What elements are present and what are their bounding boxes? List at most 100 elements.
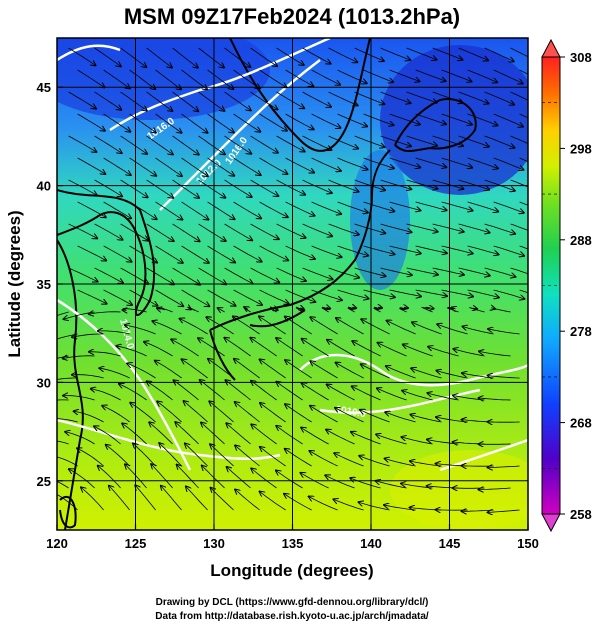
streamline (250, 179, 279, 196)
streamline (63, 356, 95, 359)
streamline (260, 403, 286, 423)
isobar-label: 1010.0 (334, 404, 366, 420)
streamline (155, 245, 183, 263)
streamline (146, 91, 173, 111)
streamline (363, 69, 394, 82)
streamline (146, 47, 172, 68)
streamline (310, 361, 338, 379)
streamline (198, 91, 225, 111)
streamline (493, 245, 524, 256)
streamline (359, 502, 390, 511)
streamline (250, 135, 278, 153)
streamline (467, 201, 499, 212)
streamline (130, 403, 156, 423)
streamline (493, 69, 523, 84)
streamline (380, 179, 412, 189)
streamline (361, 319, 390, 335)
streamline (259, 69, 287, 87)
streamline (402, 391, 433, 401)
streamline (488, 376, 520, 379)
streamline (77, 289, 107, 304)
streamline (57, 492, 78, 511)
streamline (129, 113, 156, 133)
streamline (226, 423, 251, 445)
streamline (479, 351, 511, 357)
y-axis-label: Latitude (degrees) (5, 210, 24, 357)
streamline (458, 47, 489, 60)
streamline (441, 245, 473, 254)
streamline (181, 245, 209, 263)
x-axis-label: Longitude (degrees) (210, 561, 373, 580)
streamline (380, 267, 412, 275)
streamline (373, 307, 383, 313)
streamline (224, 338, 251, 357)
streamline (94, 426, 121, 445)
streamline (361, 364, 390, 379)
streamline (386, 366, 416, 379)
streamline (406, 267, 438, 275)
streamline (406, 47, 437, 60)
colorbar-tick-label: 288 (570, 233, 592, 248)
streamline (94, 135, 122, 153)
streamline (202, 466, 225, 489)
streamline (336, 363, 364, 379)
streamline (125, 464, 147, 489)
streamline (311, 69, 341, 85)
streamline (120, 135, 148, 154)
streamline (354, 135, 385, 147)
streamline (259, 157, 288, 174)
streamline (180, 319, 208, 335)
streamline (337, 201, 368, 213)
streamline (146, 135, 173, 154)
streamline (363, 113, 394, 125)
streamline (198, 179, 226, 198)
streamline (334, 453, 364, 467)
streamline (327, 385, 355, 401)
streamline (276, 471, 303, 489)
streamline (519, 201, 528, 206)
colorbar-tick-label: 268 (570, 416, 592, 431)
streamline (311, 201, 342, 214)
streamline (174, 380, 199, 401)
streamline (68, 267, 98, 282)
streamline (269, 307, 278, 313)
y-tick-label: 40 (37, 179, 51, 194)
streamline (387, 321, 416, 335)
streamline (57, 481, 69, 489)
streamline (149, 422, 173, 445)
wind-streamlines (57, 47, 528, 512)
streamline (77, 448, 104, 467)
streamline (510, 267, 528, 275)
streamline (421, 307, 434, 313)
streamline (493, 113, 523, 127)
streamline (441, 157, 473, 168)
streamline (285, 113, 314, 129)
colorbar: 308 298 288 278 268 258 (541, 38, 592, 533)
streamline (259, 245, 289, 260)
streamline (198, 47, 224, 68)
streamline (172, 91, 199, 111)
streamline (129, 245, 158, 263)
streamline (302, 135, 332, 150)
streamline (354, 267, 386, 276)
streamline (347, 307, 357, 313)
streamline (350, 478, 381, 489)
streamline (155, 361, 182, 379)
x-tick-label: 125 (125, 536, 147, 551)
streamline (186, 487, 208, 511)
streamline (310, 406, 338, 423)
streamline (389, 157, 421, 168)
streamline (479, 398, 511, 400)
streamline (81, 487, 104, 511)
streamline (441, 113, 472, 125)
streamline (144, 342, 173, 357)
streamline (235, 490, 260, 511)
streamline (68, 179, 97, 195)
streamline (335, 408, 364, 423)
streamline (155, 113, 182, 133)
streamline (467, 157, 498, 168)
streamline (207, 201, 235, 219)
streamline (354, 91, 385, 104)
coastline-hokkaido (394, 98, 477, 152)
